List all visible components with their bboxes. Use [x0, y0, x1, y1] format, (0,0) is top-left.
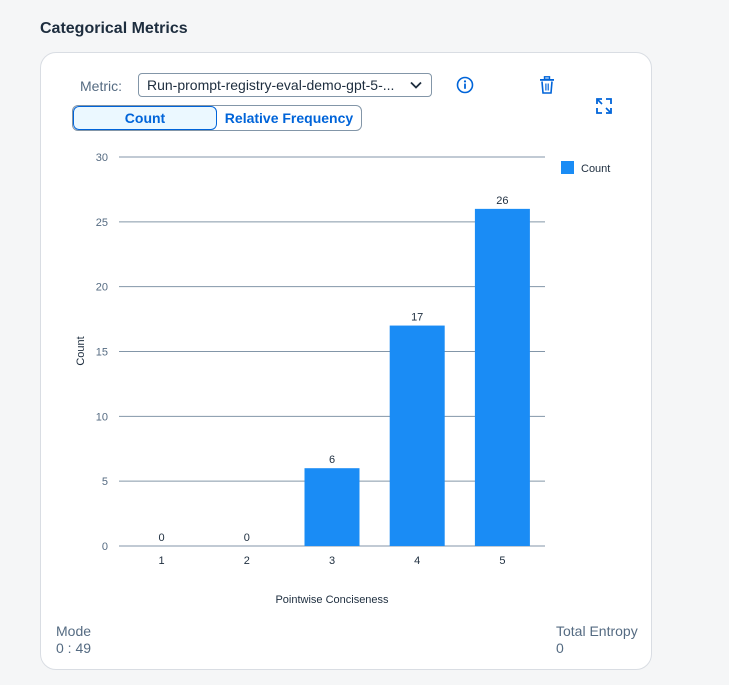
bar-value-label: 0 [159, 532, 165, 544]
y-tick-label: 10 [96, 411, 108, 423]
section-title: Categorical Metrics [40, 20, 188, 37]
x-tick-label: 1 [159, 555, 165, 567]
bar-value-label: 0 [244, 532, 250, 544]
bar-value-label: 17 [411, 312, 423, 324]
chevron-down-icon [410, 81, 422, 89]
total-entropy-label: Total Entropy [556, 623, 638, 639]
bar[interactable] [389, 325, 445, 546]
chart-bars [304, 208, 530, 546]
bar-value-label: 26 [496, 195, 508, 207]
x-tick-label: 3 [329, 555, 335, 567]
bar[interactable] [474, 208, 530, 546]
y-tick-label: 5 [102, 476, 108, 488]
y-axis-label: Count [75, 336, 87, 365]
chart-gridlines [119, 156, 545, 547]
legend-swatch [561, 161, 574, 174]
bar-chart: 0 5 10 15 20 25 30 0 0 6 17 26 1 2 3 4 5 Count Pointwi… [75, 152, 610, 606]
metrics-card: Metric: Run-prompt-registry-eval-demo-gp… [40, 52, 652, 670]
mode-value: 0 : 49 [56, 640, 92, 656]
y-axis-ticks: 0 5 10 15 20 25 30 [96, 152, 108, 553]
count-toggle-button[interactable]: Count [73, 106, 217, 130]
legend-label: Count [581, 163, 610, 175]
chart-data-labels: 0 0 6 17 26 [159, 195, 509, 544]
y-tick-label: 25 [96, 217, 108, 229]
chart-legend: Count [561, 161, 610, 175]
y-tick-label: 30 [96, 152, 108, 164]
total-entropy-value: 0 [556, 640, 564, 656]
bar-value-label: 6 [329, 454, 335, 466]
relative-frequency-toggle-button[interactable]: Relative Frequency [224, 110, 354, 126]
metric-select-value: Run-prompt-registry-eval-demo-gpt-5-... [147, 77, 395, 93]
metric-label: Metric: [80, 78, 122, 94]
y-tick-label: 20 [96, 282, 108, 294]
mode-label: Mode [56, 623, 92, 639]
expand-icon[interactable] [595, 97, 613, 115]
metric-select[interactable]: Run-prompt-registry-eval-demo-gpt-5-... [138, 73, 432, 97]
y-tick-label: 0 [102, 541, 108, 553]
trash-icon[interactable] [539, 76, 555, 94]
x-axis-label: Pointwise Conciseness [275, 594, 389, 606]
x-tick-label: 5 [499, 555, 505, 567]
info-icon[interactable] [456, 76, 474, 94]
x-tick-label: 4 [414, 555, 420, 567]
bar[interactable] [304, 468, 360, 546]
y-tick-label: 15 [96, 347, 108, 359]
view-toggle: Count Relative Frequency [72, 105, 362, 131]
x-tick-label: 2 [244, 555, 250, 567]
x-axis-ticks: 1 2 3 4 5 [159, 555, 506, 567]
